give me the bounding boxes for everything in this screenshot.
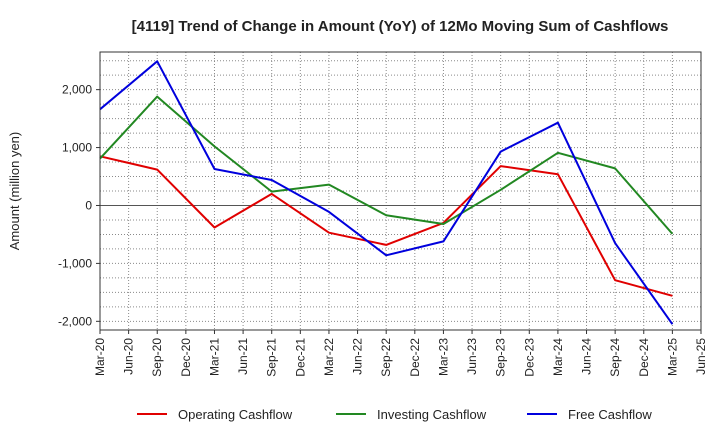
y-tick-label: 2,000 bbox=[62, 83, 92, 97]
x-tick-label: Jun-22 bbox=[351, 338, 365, 375]
y-tick-label: 0 bbox=[85, 198, 92, 212]
chart-title: [4119] Trend of Change in Amount (YoY) o… bbox=[132, 18, 669, 35]
x-tick-label: Mar-23 bbox=[436, 338, 450, 376]
series-line-free-cashflow bbox=[99, 60, 674, 325]
x-tick-label: Jun-25 bbox=[694, 338, 708, 375]
grid-layer bbox=[100, 52, 701, 330]
x-tick-layer: Mar-20 Jun-20 Sep-20 Dec-20 Mar-21 Jun-21 Sep-… bbox=[93, 330, 708, 377]
x-tick-label: Dec-22 bbox=[408, 338, 422, 377]
legend-label-free-cashflow: Free Cashflow bbox=[568, 407, 652, 422]
series-layer bbox=[99, 60, 674, 325]
x-tick-label: Jun-24 bbox=[580, 338, 594, 375]
x-tick-label: Dec-23 bbox=[522, 338, 536, 377]
series-line-investing-cashflow bbox=[99, 95, 674, 235]
x-tick-label: Dec-20 bbox=[179, 338, 193, 377]
plot-frame bbox=[99, 51, 702, 331]
x-tick-label: Sep-24 bbox=[608, 338, 622, 377]
y-tick-layer: 2,000 1,000 0 -1,000 -2,000 bbox=[58, 83, 100, 328]
x-tick-label: Sep-23 bbox=[494, 338, 508, 377]
x-tick-label: Jun-20 bbox=[122, 338, 136, 375]
legend: Operating Cashflow Investing Cashflow Free… bbox=[137, 407, 652, 422]
y-axis-label: Amount (million yen) bbox=[7, 132, 22, 251]
series-line-operating-cashflow bbox=[99, 155, 673, 297]
x-tick-label: Mar-21 bbox=[207, 338, 221, 376]
x-tick-label: Sep-21 bbox=[265, 338, 279, 377]
x-tick-label: Jun-23 bbox=[465, 338, 479, 375]
y-tick-label: -2,000 bbox=[58, 314, 92, 328]
y-tick-label: 1,000 bbox=[62, 141, 92, 155]
x-tick-label: Jun-21 bbox=[236, 338, 250, 375]
x-tick-label: Mar-20 bbox=[93, 338, 107, 376]
x-tick-label: Sep-20 bbox=[150, 338, 164, 377]
x-tick-label: Sep-22 bbox=[379, 338, 393, 377]
x-tick-label: Dec-24 bbox=[637, 338, 651, 377]
x-tick-label: Mar-22 bbox=[322, 338, 336, 376]
y-tick-label: -1,000 bbox=[58, 256, 92, 270]
x-tick-label: Mar-24 bbox=[551, 338, 565, 376]
x-tick-label: Dec-21 bbox=[293, 338, 307, 377]
legend-label-operating-cashflow: Operating Cashflow bbox=[178, 407, 293, 422]
x-tick-label: Mar-25 bbox=[665, 338, 679, 376]
legend-label-investing-cashflow: Investing Cashflow bbox=[377, 407, 487, 422]
